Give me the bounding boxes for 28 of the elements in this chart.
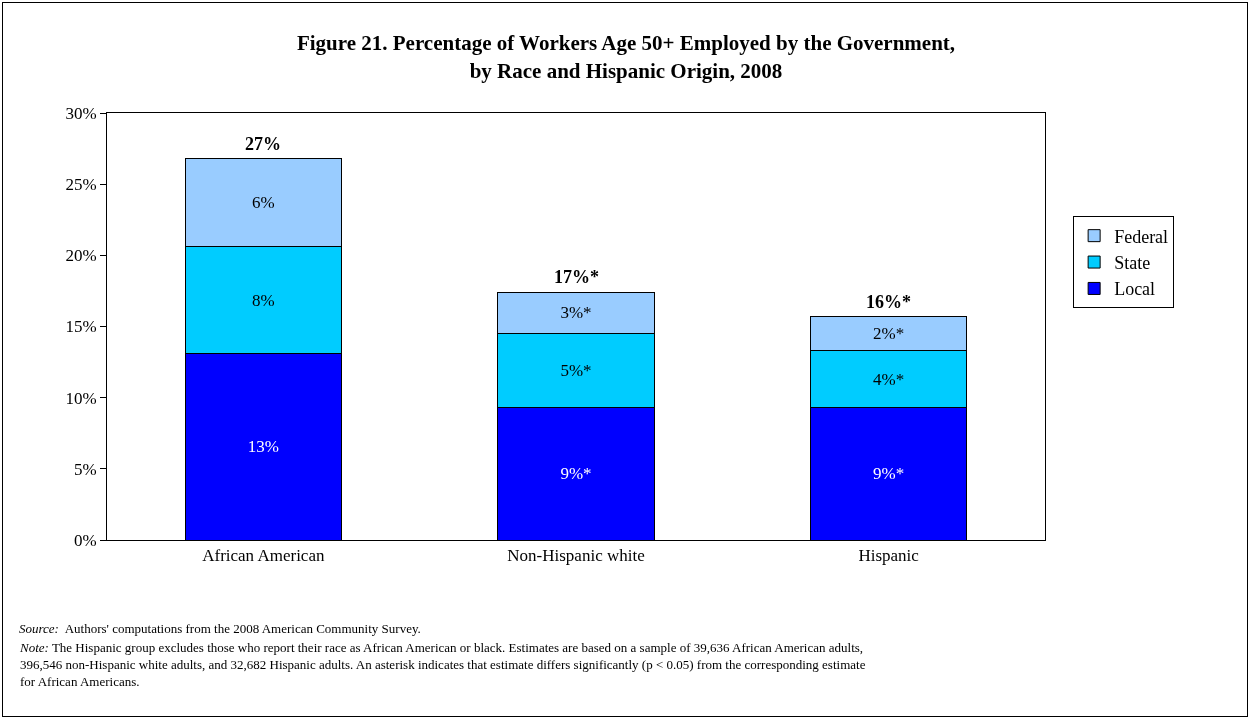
data-label: 4%* [873,369,905,389]
total-label: 17%* [554,267,599,287]
legend-label: Local [1114,279,1156,300]
data-label: 5%* [560,361,592,381]
y-tick-label: 20% [65,246,97,266]
y-tick-label: 25% [65,175,97,195]
chart-title: Figure 21. Percentage of Workers Age 50+ Employed by the Government, by Race and Hispanic Origin, 2008 [296,31,956,83]
data-label: 8% [252,290,275,310]
legend-label: Federal [1114,226,1169,247]
data-label: 2%* [873,324,905,344]
y-tick-label: 0% [73,530,97,550]
x-tick-label: Hispanic [858,546,920,566]
total-label: 16%* [866,292,911,312]
total-label: 27% [245,134,281,154]
data-label: 9%* [873,464,905,484]
y-tick-label: 15% [65,317,97,337]
data-label: 9%* [560,464,592,484]
y-tick-label: 5% [73,459,97,479]
text: Note: The Hispanic group excludes those who report their race as African American or black. Estimates are based on a sample of 39,636 African American adults, 396,546 non-Hispanic white adults, and 32,682 Hispanic adults. An asterisk indicates that estimate differs significantly (p < 0.05) from the corresponding estimate for African Americans. [19,640,866,689]
legend-label: State [1114,253,1151,274]
data-label: 6% [252,193,275,213]
data-label: 13% [247,437,279,457]
source-note: Source: Authors' computations from the 2008 American Community Survey. [19,621,421,636]
data-label: 3%* [560,303,592,323]
x-tick-label: Non-Hispanic white [507,546,645,566]
y-tick-label: 10% [65,388,97,408]
x-tick-label: African American [202,546,325,566]
y-tick-label: 30% [65,103,97,123]
